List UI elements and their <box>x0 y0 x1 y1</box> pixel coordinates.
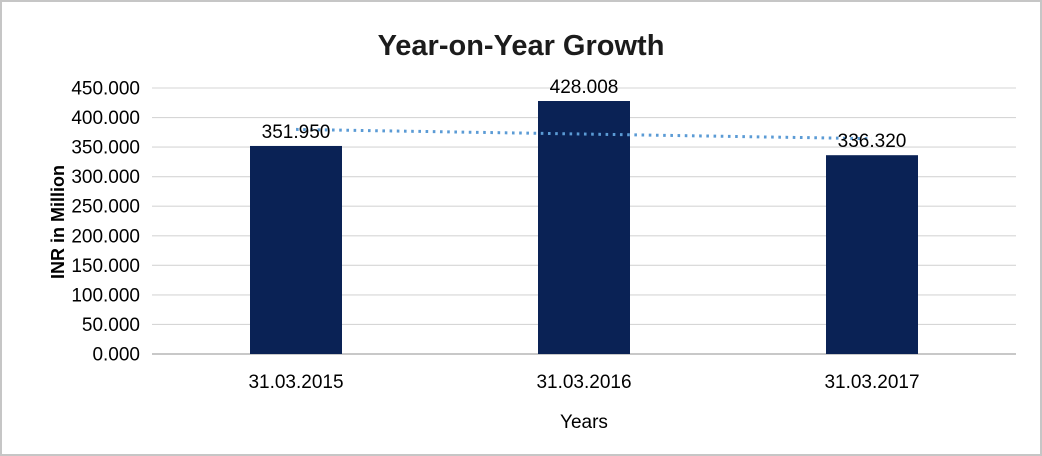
x-axis-title: Years <box>560 412 608 433</box>
y-tick-label: 300.000 <box>71 167 140 188</box>
x-tick-label: 31.03.2016 <box>536 372 631 393</box>
y-tick-label: 100.000 <box>71 285 140 306</box>
bar-31.03.2017 <box>826 155 918 354</box>
bar-31.03.2015 <box>250 145 342 354</box>
y-tick-label: 350.000 <box>71 138 140 159</box>
y-tick-label: 450.000 <box>71 79 140 100</box>
chart-title: Year-on-Year Growth <box>378 30 665 62</box>
y-tick-label: 200.000 <box>71 226 140 247</box>
data-label: 336.320 <box>838 131 907 152</box>
y-tick-label: 0.000 <box>92 345 140 366</box>
y-tick-label: 400.000 <box>71 108 140 129</box>
x-tick-label: 31.03.2017 <box>824 372 919 393</box>
data-label: 351.950 <box>262 122 331 143</box>
data-label: 428.008 <box>550 77 619 98</box>
trendline <box>295 127 873 141</box>
y-axis-title: INR in Million <box>48 165 68 279</box>
plot-area: 0.000 50.000 100.000 150.000 200.000 250.000 3… <box>71 77 1016 393</box>
y-tick-label: 150.000 <box>71 256 140 277</box>
y-tick-label: 50.000 <box>82 315 140 336</box>
y-tick-label: 250.000 <box>71 197 140 218</box>
x-tick-label: 31.03.2015 <box>248 372 343 393</box>
bar-31.03.2016 <box>538 100 630 354</box>
